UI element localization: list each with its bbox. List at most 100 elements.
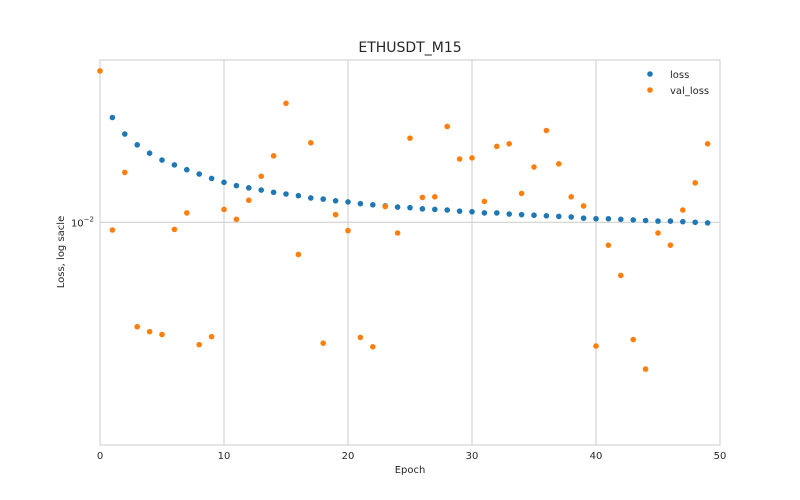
data-point-loss [630,217,636,223]
data-point-val-loss [518,190,525,197]
data-point-val-loss [494,143,500,150]
data-point-loss [308,195,314,201]
data-point-val-loss [580,203,587,209]
legend: loss val_loss [647,70,709,97]
data-point-val-loss [419,194,426,201]
data-point-loss [680,218,686,225]
data-point-loss [295,192,302,199]
x-tick-label: 50 [714,451,727,462]
chart-title: ETHUSDT_M15 [358,40,461,56]
data-point-loss [246,185,252,191]
x-axis-label: Epoch [395,465,426,476]
data-point-val-loss [531,164,537,170]
data-point-val-loss [704,141,711,147]
plot-frame [99,59,721,446]
legend-label-val-loss: val_loss [670,86,709,97]
x-tick-label: 10 [218,451,231,462]
data-point-val-loss [258,173,265,180]
data-point-val-loss [283,100,289,107]
data-point-val-loss [618,272,624,279]
data-point-val-loss [456,156,463,162]
series-val-loss [97,68,711,372]
data-point-loss [159,157,165,163]
data-point-loss [394,204,401,210]
data-point-loss [518,211,525,218]
data-point-loss [605,215,612,222]
data-point-loss [432,206,438,213]
x-tick-label: 20 [342,451,355,462]
data-point-loss [494,210,500,216]
data-point-val-loss [432,194,438,200]
data-point-loss [208,175,215,182]
data-point-val-loss [568,194,574,200]
data-point-loss [270,189,277,196]
data-point-val-loss [295,251,302,258]
data-point-loss [469,208,475,215]
data-point-val-loss [605,242,612,248]
x-tick-label: 40 [590,451,603,462]
data-point-val-loss [481,198,488,205]
data-point-val-loss [134,323,140,330]
data-point-val-loss [680,207,686,213]
data-point-val-loss [171,226,178,233]
data-point-loss [332,198,339,204]
data-point-val-loss [332,211,339,218]
data-point-loss [122,131,128,137]
data-point-loss [419,206,426,212]
data-point-val-loss [407,135,413,141]
data-point-val-loss [506,141,512,147]
series-layer [97,68,711,372]
data-point-val-loss [196,341,202,348]
data-point-loss [444,207,451,213]
data-point-val-loss [655,230,661,236]
data-point-val-loss [308,139,314,146]
y-tick-label: 10−2 [71,215,94,229]
data-point-loss [146,150,153,156]
data-point-val-loss [233,216,240,223]
data-point-loss [506,211,512,217]
legend-marker-val-loss [647,87,653,93]
data-point-loss [134,142,140,148]
data-point-val-loss [556,161,562,167]
data-point-loss [618,216,624,223]
data-point-loss [233,182,240,189]
data-point-loss [171,162,178,168]
grid-lines [99,60,721,445]
data-point-val-loss [97,68,103,74]
data-point-loss [667,218,674,224]
legend-label-loss: loss [670,70,689,81]
x-tick-label: 30 [466,451,479,462]
data-point-loss [568,214,574,220]
y-axis-label: Loss, log sacle [56,216,67,288]
data-point-loss [556,213,562,220]
data-point-val-loss [394,230,401,236]
data-point-loss [196,171,202,177]
data-point-val-loss [122,169,128,176]
data-point-val-loss [667,242,674,248]
data-point-val-loss [146,328,153,335]
data-point-loss [543,213,550,219]
data-point-loss [692,219,698,226]
data-point-loss [109,114,116,121]
data-point-val-loss [543,127,550,134]
data-point-loss [184,166,190,173]
data-point-val-loss [370,344,376,350]
data-point-loss [258,187,265,193]
data-point-val-loss [246,197,252,204]
data-point-loss [642,217,649,224]
data-point-loss [655,218,661,224]
data-point-loss [407,204,413,211]
data-point-loss [283,191,289,197]
data-point-val-loss [593,343,599,349]
data-point-val-loss [469,155,475,161]
data-point-val-loss [345,227,351,234]
data-point-loss [345,199,351,205]
data-point-val-loss [357,334,364,341]
data-point-loss [481,210,488,216]
data-point-val-loss [692,180,698,186]
data-point-loss [370,202,376,208]
data-point-loss [580,215,587,221]
data-point-val-loss [270,153,277,159]
